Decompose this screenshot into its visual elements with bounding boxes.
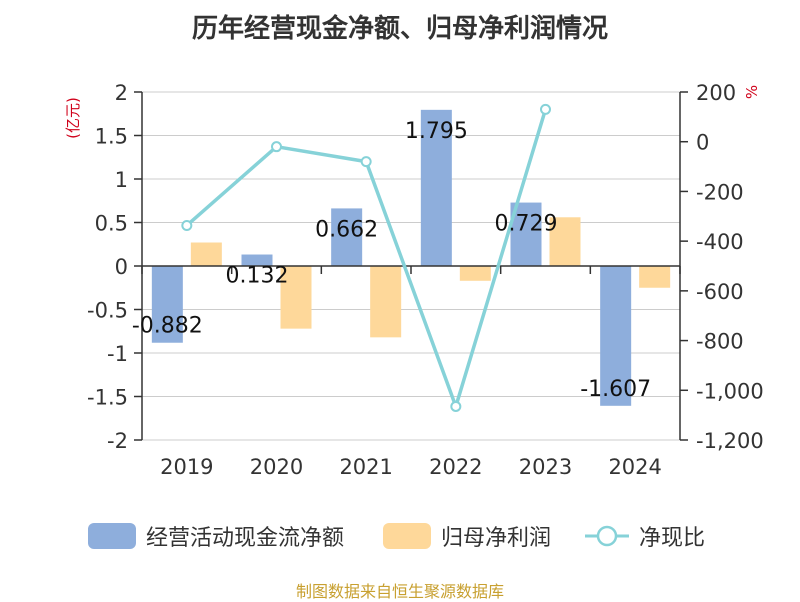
bar-net-profit [639, 266, 671, 288]
legend-swatch-net-profit [383, 523, 431, 549]
y-right-tick-label: 200 [696, 81, 736, 105]
y-left-tick-label: -1.5 [87, 386, 128, 410]
y-right-unit: % [743, 85, 761, 99]
legend-label-net-profit: 归母净利润 [441, 526, 552, 551]
bar-net-profit [280, 266, 312, 329]
y-left-tick-label: -1 [107, 342, 128, 366]
bar-net-profit [190, 242, 222, 266]
y-left-tick-label: 2 [115, 81, 128, 105]
legend-item-cash-flow[interactable]: 经营活动现金流净额 [88, 520, 344, 552]
bar-net-profit [370, 266, 402, 338]
source-note: 制图数据来自恒生聚源数据库 [295, 582, 504, 601]
y-right-tick-label: -600 [696, 280, 744, 304]
y-left-tick-label: 0.5 [95, 212, 128, 236]
legend-label-cash-flow: 经营活动现金流净额 [146, 526, 345, 551]
y-right-tick-label: -800 [696, 330, 744, 354]
bar-net-profit [549, 217, 581, 266]
y-right-tick-label: -1,200 [696, 429, 764, 453]
data-label-cash-flow: -1.607 [580, 377, 651, 402]
x-tick-label: 2023 [519, 455, 572, 479]
bar-cash-flow [331, 208, 363, 266]
y-right-tick-label: -200 [696, 180, 744, 204]
legend-swatch-ratio [585, 525, 629, 547]
y-right-tick-label: -1,000 [696, 379, 764, 403]
data-label-cash-flow: 0.132 [226, 264, 289, 289]
y-right-tick-label: 0 [696, 131, 709, 155]
data-label-cash-flow: 0.729 [495, 212, 558, 237]
point-ratio [450, 400, 462, 412]
x-tick-label: 2021 [339, 455, 392, 479]
bar-cash-flow [241, 254, 273, 266]
x-tick-label: 2024 [608, 455, 661, 479]
series-line-ratio [185, 108, 548, 412]
y-left-tick-label: 0 [115, 255, 128, 279]
legend-item-ratio[interactable]: 净现比 [583, 520, 705, 552]
y-right-tick-label: -400 [696, 230, 744, 254]
bar-cash-flow [151, 266, 183, 343]
point-ratio [271, 141, 282, 153]
x-tick-label: 2019 [160, 455, 213, 479]
y-left-tick-label: 1.5 [95, 125, 128, 149]
y-left-tick-label: -2 [107, 429, 128, 453]
x-tick-label: 2020 [250, 455, 303, 479]
chart-legend: 经营活动现金流净额 归母净利润 净现比 [0, 520, 800, 552]
chart-title: 历年经营现金净额、归母净利润情况 [191, 14, 608, 44]
x-tick-label: 2022 [429, 455, 482, 479]
point-ratio [540, 103, 551, 115]
point-ratio [181, 219, 193, 231]
legend-item-net-profit[interactable]: 归母净利润 [383, 520, 551, 552]
bar-cash-flow [420, 109, 452, 267]
point-ratio [360, 156, 372, 168]
bar-cash-flow [600, 266, 632, 406]
data-label-cash-flow: -0.882 [132, 314, 203, 339]
bar-net-profit [459, 266, 491, 281]
data-label-cash-flow: 1.795 [405, 119, 468, 144]
data-label-cash-flow: 0.662 [315, 217, 378, 242]
y-left-unit: (亿元) [64, 97, 82, 139]
legend-label-ratio: 净现比 [639, 526, 706, 551]
legend-swatch-cash-flow [88, 523, 136, 549]
y-left-tick-label: -0.5 [87, 299, 128, 323]
y-left-tick-label: 1 [115, 168, 128, 192]
